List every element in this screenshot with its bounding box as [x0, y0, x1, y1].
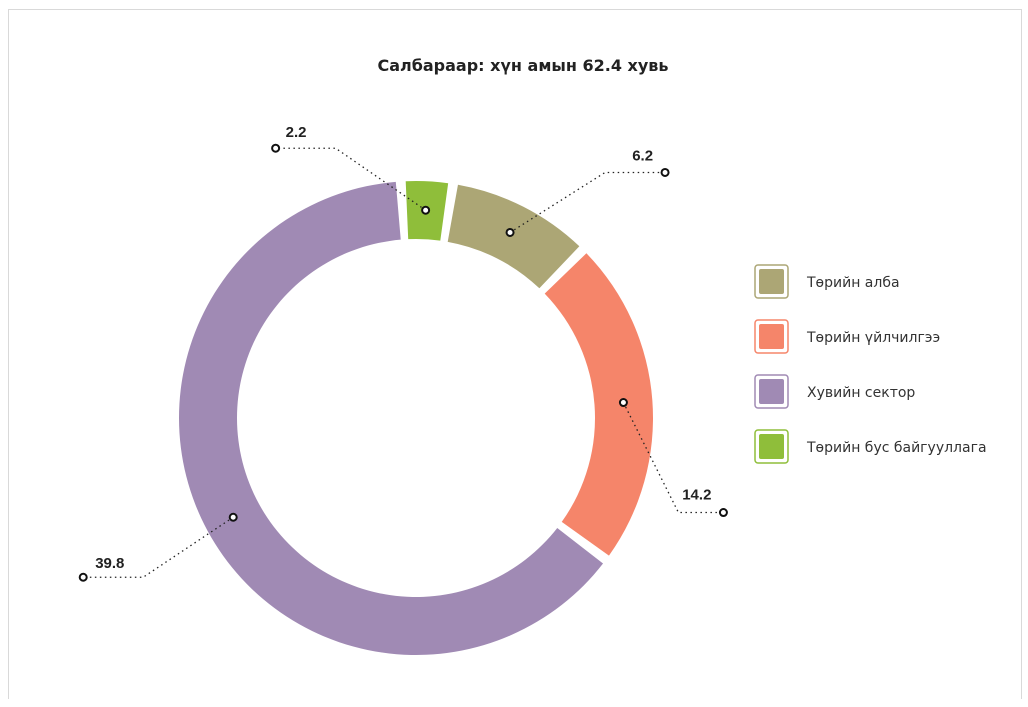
data-label-3: 39.8 [95, 555, 124, 572]
leader-start-dot-1 [507, 229, 514, 236]
data-label-2: 14.2 [682, 487, 711, 504]
legend-swatch-3[interactable] [759, 379, 784, 404]
chart-title: Салбараар: хүн амын 62.4 хувь [377, 56, 668, 75]
donut-slice-2[interactable] [545, 253, 653, 555]
leader-start-dot-3 [230, 514, 237, 521]
leader-end-dot-2 [720, 509, 727, 516]
legend-swatch-1[interactable] [759, 269, 784, 294]
leader-end-dot-1 [662, 169, 669, 176]
data-label-4: 2.2 [286, 124, 307, 141]
legend-swatch-2[interactable] [759, 324, 784, 349]
legend-swatch-4[interactable] [759, 434, 784, 459]
leader-start-dot-4 [422, 207, 429, 214]
leader-end-dot-3 [80, 574, 87, 581]
data-label-1: 6.2 [632, 147, 653, 164]
legend-label-1: Төрийн алба [806, 275, 900, 291]
donut-slice-1[interactable] [448, 185, 580, 289]
leader-start-dot-2 [620, 399, 627, 406]
legend-label-2: Төрийн үйлчилгээ [806, 330, 940, 346]
legend-label-4: Төрийн бус байгууллага [806, 440, 987, 456]
legend-label-3: Хувийн сектор [807, 385, 915, 401]
leader-end-dot-4 [272, 145, 279, 152]
